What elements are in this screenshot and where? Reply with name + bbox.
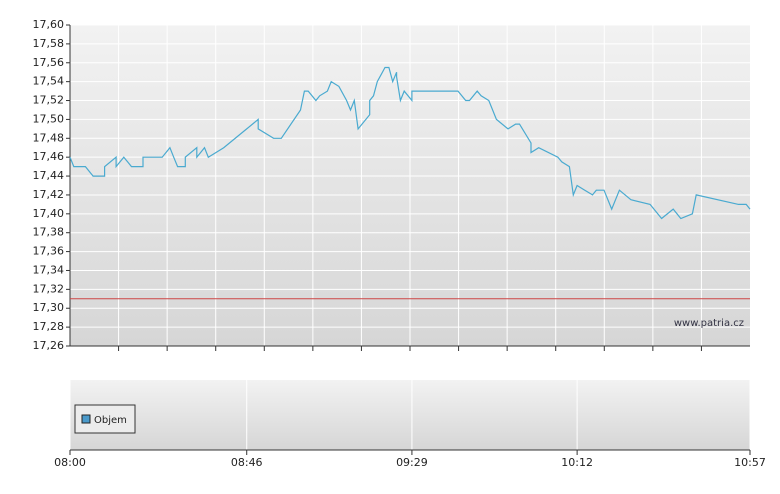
y-tick-label: 17,34	[33, 263, 65, 276]
y-tick-label: 17,42	[33, 188, 65, 201]
price-line	[69, 66, 751, 220]
y-tick-label: 17,58	[33, 37, 65, 50]
x-tick-label: 08:00	[54, 456, 86, 469]
y-tick-label: 17,54	[33, 75, 65, 88]
x-tick-label: 10:57	[734, 456, 766, 469]
y-tick-label: 17,44	[33, 169, 65, 182]
x-tick-label: 08:46	[231, 456, 263, 469]
y-tick-label: 17,28	[33, 320, 65, 333]
legend-swatch	[81, 414, 91, 424]
y-tick-label: 17,60	[33, 18, 65, 31]
y-tick-label: 17,52	[33, 94, 65, 107]
legend-label: Objem	[94, 415, 127, 426]
x-tick-label: 09:29	[396, 456, 428, 469]
x-tick-label: 10:12	[561, 456, 593, 469]
y-tick-label: 17,56	[33, 56, 65, 69]
volume-area	[70, 380, 750, 450]
legend-box	[74, 404, 136, 434]
y-tick-label: 17,38	[33, 226, 65, 239]
y-tick-label: 17,30	[33, 301, 65, 314]
y-tick-label: 17,32	[33, 282, 65, 295]
y-tick-label: 17,36	[33, 245, 65, 258]
watermark: www.patria.cz	[674, 318, 744, 329]
y-tick-label: 17,46	[33, 150, 65, 163]
y-tick-label: 17,48	[33, 131, 65, 144]
y-tick-label: 17,26	[33, 339, 65, 352]
y-tick-label: 17,40	[33, 207, 65, 220]
y-tick-label: 17,50	[33, 112, 65, 125]
